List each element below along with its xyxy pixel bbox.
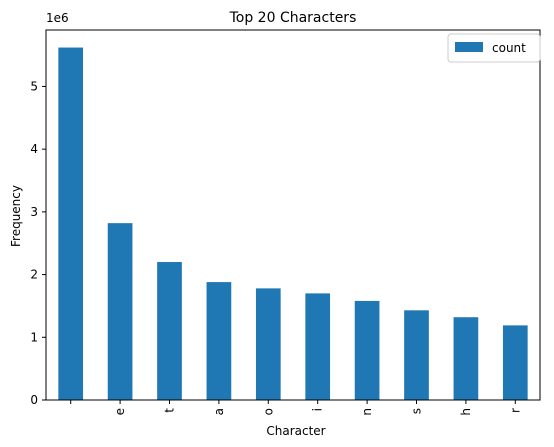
x-tick-label: n [360,408,374,416]
y-tick-label: 4 [30,142,38,156]
y-axis-scale-label: 1e6 [46,11,69,25]
bar [107,223,133,400]
bar [255,288,281,400]
bar [354,300,380,400]
y-tick-label: 2 [30,268,38,282]
x-tick-label: a [212,408,226,415]
chart-title: Top 20 Characters [229,10,357,26]
y-tick-label: 0 [30,393,38,407]
x-tick-label: e [113,408,127,415]
y-tick-label: 1 [30,330,38,344]
legend-frame [447,33,541,63]
y-tick-label: 3 [30,205,38,219]
y-tick-label: 5 [30,79,38,93]
x-tick-label: s [410,408,424,414]
y-axis-label: Frequency [9,185,23,247]
x-axis-label: Character [266,424,325,438]
bar [206,282,232,400]
bar [305,293,331,400]
axes-frame [45,29,541,401]
x-tick-label: o [261,408,275,415]
bar [58,47,84,400]
bar [453,317,479,400]
x-tick-label: t [163,408,177,413]
x-tick-label: h [459,408,473,416]
plot-area: 0 1 2 3 4 5 e t a o i n s h r [30,29,541,416]
bar [502,325,528,400]
x-tick-label: i [311,408,325,411]
x-tick-label: r [508,408,522,413]
legend-label: count [492,41,526,55]
bar [157,262,182,400]
bar [404,310,429,400]
legend-swatch [455,42,483,52]
legend: count [447,33,541,63]
